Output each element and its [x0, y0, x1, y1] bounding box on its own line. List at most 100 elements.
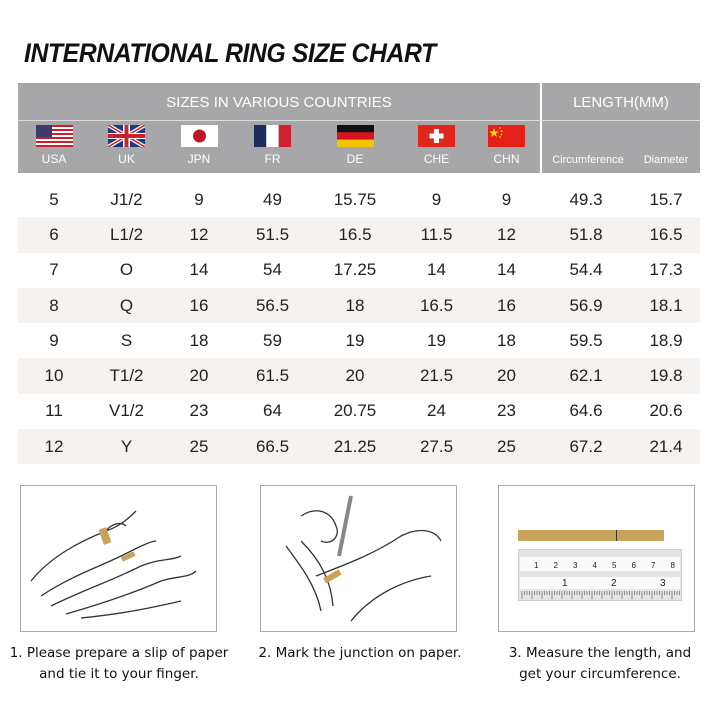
table-cell: Y [90, 429, 163, 465]
size-table: 5 J1/2 9 49 15.75 9 9 49.3 15.7 6 L1/2 12 51.5 16.5 11… [18, 182, 700, 465]
step2-caption: 2. Mark the junction on paper. [240, 643, 480, 664]
table-cell: 9 [501, 189, 512, 209]
table-cell: 18 [310, 287, 400, 324]
table-cell: 61.5 [235, 358, 310, 394]
table-cell: 20.75 [333, 401, 377, 421]
japan-flag-icon [180, 125, 218, 147]
caption-line: get your circumference. [519, 666, 681, 682]
table-cell: 19.8 [632, 358, 700, 394]
table-cell: 56.5 [235, 287, 310, 324]
country-label: USA [41, 152, 67, 166]
diameter-label: Diameter [643, 154, 689, 166]
table-cell: 25 [163, 429, 235, 465]
table-cell: 27.5 [400, 429, 473, 465]
table-cell: 6 [18, 217, 90, 253]
table-row: 9 S 18 59 19 19 18 59.5 18.9 [18, 323, 700, 358]
country-uk: UK [90, 123, 163, 166]
usa-flag-icon [35, 125, 73, 147]
table-cell: 11.5 [400, 217, 473, 253]
table-row: 8 Q 16 56.5 18 16.5 16 56.9 18.1 [18, 287, 700, 324]
country-label: UK [118, 152, 135, 166]
ruler-label: 2 [554, 561, 559, 570]
caption-line: 2. Mark the junction on paper. [258, 645, 462, 661]
country-chn: CHN [473, 123, 540, 166]
table-cell: 11 [45, 401, 63, 421]
table-cell: 62.1 [540, 358, 632, 394]
paper-mark [616, 530, 617, 541]
table-cell: 18.9 [649, 330, 683, 350]
ruler-label: 2 [611, 578, 617, 589]
table-cell: 59.5 [569, 330, 603, 350]
table-cell: 49 [263, 189, 282, 209]
country-de: DE [310, 123, 400, 166]
ruler-label: 1 [562, 578, 568, 589]
table-cell: 16.5 [310, 217, 400, 253]
step3-caption: 3. Measure the length, and get your circu… [480, 643, 720, 685]
table-cell: O [119, 260, 134, 280]
ruler-label: 3 [573, 561, 578, 570]
step1-caption: 1. Please prepare a slip of paper and tie… [0, 643, 238, 685]
ruler-label: 6 [632, 561, 637, 570]
hand-marking-paper-icon [285, 495, 442, 622]
table-cell: 24 [427, 401, 446, 421]
table-cell: 7 [49, 260, 59, 280]
paper-strip [518, 530, 664, 541]
caption-line: 3. Measure the length, and [508, 645, 692, 661]
table-cell: 8 [18, 287, 90, 324]
table-cell: 12 [18, 429, 90, 465]
table-cell: 9 [194, 189, 204, 209]
country-label: FR [264, 152, 281, 166]
table-row: 6 L1/2 12 51.5 16.5 11.5 12 51.8 16.5 [18, 217, 700, 253]
country-fr: FR [235, 123, 310, 166]
table-cell: 20.6 [649, 401, 683, 421]
table-cell: L1/2 [90, 217, 163, 253]
country-label: CHN [493, 152, 520, 166]
table-row: 10 T1/2 20 61.5 20 21.5 20 62.1 19.8 [18, 358, 700, 394]
page-title: INTERNATIONAL RING SIZE CHART [24, 38, 436, 68]
caption-line: and tie it to your finger. [39, 666, 199, 682]
table-row: 5 J1/2 9 49 15.75 9 9 49.3 15.7 [18, 182, 700, 217]
ruler-icon: 1 2 3 4 5 6 7 81 2 3 [518, 549, 682, 601]
table-cell: 56.9 [540, 287, 632, 324]
table-row: 11 V1/2 23 64 20.75 24 23 64.6 20.6 [18, 394, 700, 429]
table-header: SIZES IN VARIOUS COUNTRIES LENGTH(MM) US… [18, 83, 700, 173]
table-cell: 25 [473, 429, 540, 465]
ruler-label: 4 [593, 561, 598, 570]
table-cell: 20 [473, 358, 540, 394]
country-label: DE [346, 152, 364, 166]
step1-illustration [20, 485, 217, 632]
table-cell: 64.6 [569, 401, 603, 421]
country-che: CHE [400, 123, 473, 166]
ruler-label: 3 [660, 578, 666, 589]
table-cell: 67.2 [540, 429, 632, 465]
country-usa: USA [18, 123, 90, 166]
table-cell: 21.4 [632, 429, 700, 465]
table-cell: 20 [163, 358, 235, 394]
table-cell: 19 [427, 330, 446, 350]
country-label: CHE [423, 152, 450, 166]
table-cell: 49.3 [569, 189, 603, 209]
ruler-label: 8 [671, 561, 676, 570]
table-cell: 18 [497, 330, 516, 350]
ruler-label: 1 [534, 561, 539, 570]
hand-with-paper-icon [30, 510, 197, 619]
table-cell: 5 [49, 189, 59, 209]
uk-flag-icon [108, 125, 145, 147]
country-jpn: JPN [163, 123, 235, 166]
ruler-label: 5 [612, 561, 617, 570]
table-cell: 54 [263, 260, 282, 280]
table-cell: 12 [163, 217, 235, 253]
country-label: JPN [187, 152, 211, 166]
table-cell: 17.25 [333, 260, 377, 280]
length-header: LENGTH(MM) [573, 94, 669, 111]
table-cell: Q [90, 287, 163, 324]
table-cell: 64 [263, 401, 282, 421]
sizes-header: SIZES IN VARIOUS COUNTRIES [166, 94, 392, 111]
table-cell: 51.8 [540, 217, 632, 253]
table-cell: 51.5 [235, 217, 310, 253]
table-cell: 10 [18, 358, 90, 394]
table-row: 12 Y 25 66.5 21.25 27.5 25 67.2 21.4 [18, 429, 700, 465]
table-row: 7 O 14 54 17.25 14 14 54.4 17.3 [18, 253, 700, 288]
table-cell: 9 [49, 330, 59, 350]
ruler-label: 7 [651, 561, 656, 570]
